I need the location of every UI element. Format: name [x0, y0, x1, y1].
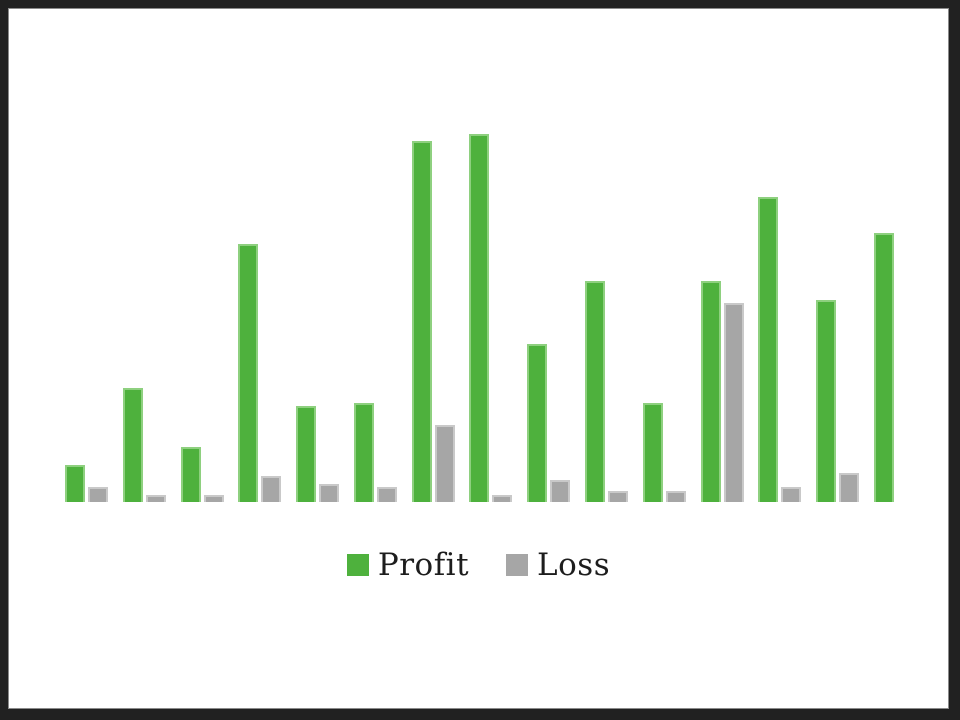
- bar-group-7: [411, 134, 455, 502]
- loss-bar-11: [665, 491, 686, 502]
- profit-bar-6: [353, 403, 374, 502]
- bar-group-6: [353, 134, 397, 502]
- bar-group-11: [642, 134, 686, 502]
- profit-bar-8: [469, 134, 490, 502]
- loss-bar-14: [839, 473, 860, 502]
- loss-bar-1: [88, 487, 108, 502]
- bar-group-15: [873, 134, 917, 502]
- profit-legend-swatch-icon: [346, 554, 369, 576]
- bar-group-3: [180, 134, 224, 502]
- loss-bar-13: [781, 487, 802, 502]
- loss-bar-8: [492, 495, 513, 502]
- loss-bar-6: [376, 487, 397, 502]
- profit-bar-10: [585, 281, 606, 502]
- bar-group-10: [585, 134, 629, 502]
- profit-legend-label: Profit: [377, 546, 470, 583]
- bar-group-5: [296, 134, 340, 502]
- loss-bar-2: [145, 495, 166, 502]
- loss-bar-5: [319, 484, 340, 502]
- profit-bar-4: [238, 244, 259, 502]
- loss-bar-12: [723, 303, 744, 502]
- legend-item-profit: Profit: [346, 546, 470, 583]
- profit-bar-7: [411, 141, 432, 502]
- slide-canvas: Profit Loss: [9, 9, 948, 708]
- bar-group-8: [469, 134, 513, 502]
- chart-legend: Profit Loss: [9, 543, 948, 587]
- loss-bar-10: [608, 491, 629, 502]
- loss-legend-label: Loss: [537, 546, 611, 583]
- loss-legend-swatch-icon: [506, 554, 529, 576]
- profit-bar-1: [65, 465, 85, 502]
- profit-bar-11: [642, 403, 663, 502]
- loss-bar-9: [550, 480, 571, 502]
- profit-bar-13: [758, 197, 779, 502]
- profit-bar-15: [873, 233, 894, 502]
- bar-chart-plot-area: [65, 134, 917, 502]
- bar-group-4: [238, 134, 282, 502]
- profit-bar-2: [122, 388, 143, 502]
- profit-bar-3: [180, 447, 201, 502]
- bar-group-9: [527, 134, 571, 502]
- legend-item-loss: Loss: [506, 546, 611, 583]
- loss-bar-3: [203, 495, 224, 502]
- bar-group-13: [758, 134, 802, 502]
- bar-group-1: [65, 134, 108, 502]
- profit-bar-9: [527, 344, 548, 502]
- profit-bar-14: [816, 300, 837, 502]
- loss-bar-4: [261, 476, 282, 502]
- bar-group-12: [700, 134, 744, 502]
- loss-bar-7: [434, 425, 455, 502]
- profit-bar-5: [296, 406, 317, 502]
- profit-bar-12: [700, 281, 721, 502]
- bar-group-14: [816, 134, 860, 502]
- bar-group-2: [122, 134, 166, 502]
